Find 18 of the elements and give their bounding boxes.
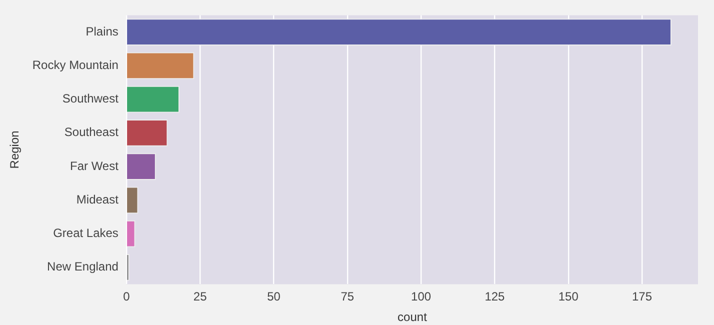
y-tick-label: Rocky Mountain <box>32 58 118 72</box>
x-tick-label: 75 <box>340 290 354 304</box>
x-axis-title: count <box>398 310 428 324</box>
y-tick-label: Far West <box>70 158 120 173</box>
y-tick-label: Southeast <box>64 125 120 140</box>
x-tick-label: 50 <box>267 290 281 304</box>
x-tick-label: 25 <box>193 290 208 304</box>
x-tick-label: 125 <box>484 290 506 304</box>
y-tick-label: Southwest <box>62 92 120 106</box>
x-tick-label: 0 <box>123 290 130 304</box>
y-tick-label: New England <box>47 260 118 274</box>
y-axis-title: Region <box>8 130 22 169</box>
y-tick-label: Great Lakes <box>53 226 118 240</box>
x-tick-label: 100 <box>411 290 432 304</box>
x-tick-label: 175 <box>632 290 652 304</box>
y-tick-label: Mideast <box>76 192 120 206</box>
y-tick-label: Plains <box>86 24 118 38</box>
x-tick-label: 150 <box>558 290 579 304</box>
